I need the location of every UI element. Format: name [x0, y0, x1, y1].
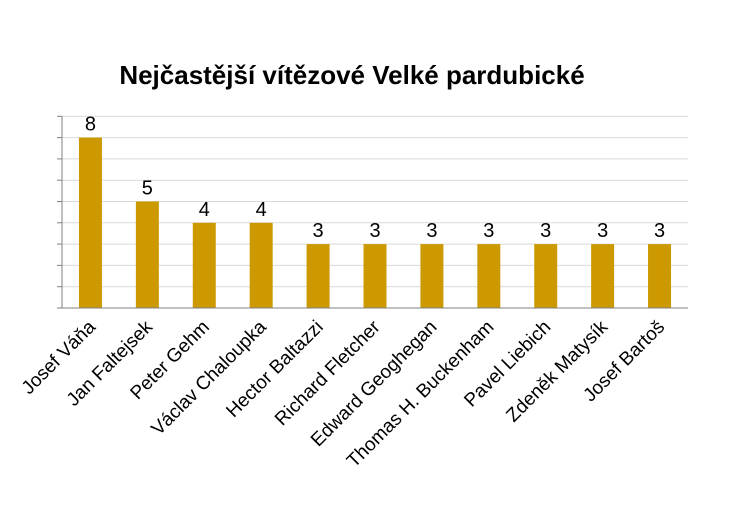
- bar-5: [306, 244, 330, 308]
- data-label-5: 3: [313, 220, 324, 242]
- chart-title: Nejčastější vítězové Velké pardubické: [119, 60, 585, 90]
- data-label-8: 3: [483, 220, 494, 242]
- bar-7: [420, 244, 444, 308]
- data-label-7: 3: [426, 220, 437, 242]
- data-label-2: 5: [142, 178, 153, 200]
- data-label-9: 3: [540, 220, 551, 242]
- bar-9: [534, 244, 558, 308]
- data-label-6: 3: [369, 220, 380, 242]
- x-tick-label: Zdeněk Matysík: [502, 316, 612, 426]
- data-label-10: 3: [597, 220, 608, 242]
- bar-8: [477, 244, 501, 308]
- data-label-3: 4: [199, 199, 210, 221]
- bar-6: [363, 244, 387, 308]
- bar-2: [135, 201, 159, 308]
- bar-10: [591, 244, 615, 308]
- data-label-4: 4: [256, 199, 267, 221]
- data-label-11: 3: [654, 220, 665, 242]
- bar-1: [78, 137, 102, 308]
- bar-11: [648, 244, 672, 308]
- bar-3: [192, 222, 216, 308]
- bar-4: [249, 222, 273, 308]
- x-tick-label: Richard Fletcher: [271, 316, 385, 430]
- x-tick-label: Hector Baltazzi: [222, 317, 327, 422]
- data-label-1: 8: [85, 114, 96, 136]
